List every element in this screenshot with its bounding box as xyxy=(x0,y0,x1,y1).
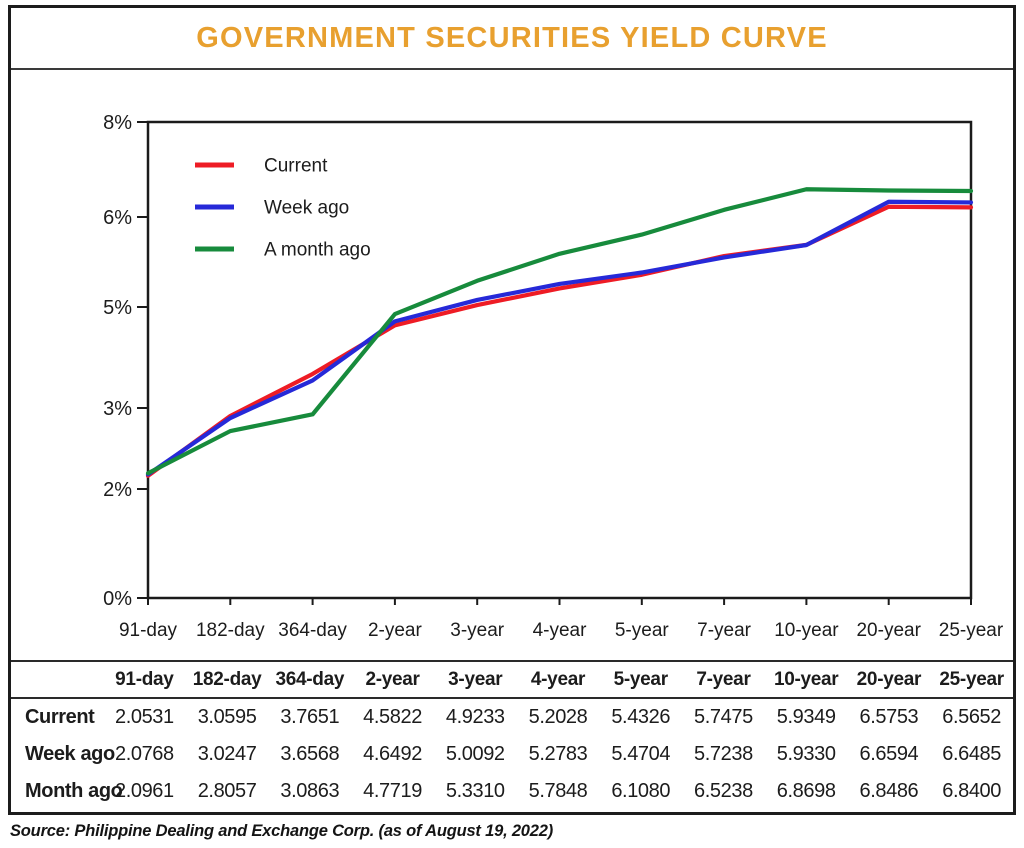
table-value: 5.7475 xyxy=(694,706,753,728)
table-value: 5.9349 xyxy=(776,706,836,728)
table-value: 3.6568 xyxy=(280,743,340,765)
table-value: 5.2783 xyxy=(528,743,588,765)
table-value: 5.9330 xyxy=(776,743,836,765)
table-value: 2.0768 xyxy=(114,743,174,765)
table-col-header: 10-year xyxy=(773,668,839,690)
table-header-row: 91-day 182-day 364-day 2-year 3-year 4-y… xyxy=(11,662,1013,699)
table-value: 5.0092 xyxy=(445,743,505,765)
x-axis-label: 91-day xyxy=(119,620,178,641)
table-col-header: 182-day xyxy=(192,668,262,690)
table-value: 6.6594 xyxy=(859,743,919,765)
series-line-week-ago xyxy=(145,199,974,477)
table-col-header: 364-day xyxy=(275,668,345,690)
row-label: Month ago xyxy=(25,780,123,802)
table-col-header: 5-year xyxy=(613,668,669,690)
table-col-header: 91-day xyxy=(115,668,174,690)
table-value: 5.2028 xyxy=(528,706,588,728)
table-value: 2.0961 xyxy=(114,780,174,802)
x-axis-label: 3-year xyxy=(450,620,505,641)
row-label: Current xyxy=(25,706,95,728)
source-note: Source: Philippine Dealing and Exchange … xyxy=(10,822,554,840)
table-corner-cell xyxy=(11,662,103,697)
table-row-current: Current 2.0531 3.0595 3.7651 4.5822 4.92… xyxy=(11,699,1013,736)
table-value: 6.6485 xyxy=(942,743,1002,765)
x-axis-label: 5-year xyxy=(615,620,670,641)
table-value: 6.5238 xyxy=(694,780,753,802)
x-axis-label: 7-year xyxy=(697,620,752,641)
table-value: 4.6492 xyxy=(363,743,422,765)
title-bar: GOVERNMENT SECURITIES YIELD CURVE xyxy=(11,8,1013,70)
table-value: 3.0863 xyxy=(280,780,340,802)
y-axis-label: 2% xyxy=(103,479,132,501)
table-value: 6.5652 xyxy=(942,706,1002,728)
table-col-header: 25-year xyxy=(939,668,1004,690)
table-row-month-ago: Month ago 2.0961 2.8057 3.0863 4.7719 5.… xyxy=(11,773,1013,810)
x-axis-label: 2-year xyxy=(368,620,423,641)
table-value: 5.4704 xyxy=(611,743,671,765)
row-label: Week ago xyxy=(25,743,115,765)
y-axis-label: 3% xyxy=(103,398,132,420)
table-value: 6.1080 xyxy=(611,780,671,802)
table-value: 6.8698 xyxy=(776,780,836,802)
table-value: 4.9233 xyxy=(445,706,505,728)
x-axis-label: 25-year xyxy=(939,620,1004,641)
table-row-week-ago: Week ago 2.0768 3.0247 3.6568 4.6492 5.0… xyxy=(11,736,1013,773)
y-axis-label: 0% xyxy=(103,588,132,610)
chart-canvas: 8% 6% 5% 3% 2% 0% 91-day 182-day 364-day 2-year 3-… xyxy=(103,112,1004,641)
table-value: 6.5753 xyxy=(859,706,919,728)
x-axis-label: 4-year xyxy=(533,620,588,641)
legend-label: A month ago xyxy=(264,240,371,261)
legend-label: Week ago xyxy=(264,198,349,219)
series-line-a-month-ago xyxy=(145,187,974,476)
table-col-header: 20-year xyxy=(856,668,922,690)
y-axis-label: 6% xyxy=(103,207,132,229)
y-axis-label: 8% xyxy=(103,112,132,134)
chart-title: GOVERNMENT SECURITIES YIELD CURVE xyxy=(196,21,828,54)
table-col-header: 2-year xyxy=(365,668,420,690)
table-value: 5.7848 xyxy=(528,780,588,802)
table-value: 6.8486 xyxy=(859,780,919,802)
table-col-header: 3-year xyxy=(448,668,503,690)
table-value: 3.0595 xyxy=(197,706,257,728)
x-axis-label: 10-year xyxy=(774,620,839,641)
figure-frame: GOVERNMENT SECURITIES YIELD CURVE 8% 6% 5%… xyxy=(8,5,1016,815)
table-value: 2.8057 xyxy=(197,780,257,802)
y-axis-label: 5% xyxy=(103,297,132,319)
table-value: 2.0531 xyxy=(114,706,174,728)
plot-frame xyxy=(146,120,973,600)
table-value: 3.0247 xyxy=(197,743,257,765)
table-value: 4.7719 xyxy=(363,780,422,802)
table-value: 5.7238 xyxy=(694,743,753,765)
table-col-header: 7-year xyxy=(696,668,751,690)
x-axis-label: 20-year xyxy=(856,620,921,641)
yield-curve-chart: 8% 6% 5% 3% 2% 0% 91-day 182-day 364-day 2-year 3-… xyxy=(11,70,1013,660)
table-value: 5.3310 xyxy=(445,780,505,802)
table-value: 6.8400 xyxy=(942,780,1002,802)
table-col-header: 4-year xyxy=(530,668,586,690)
x-axis-label: 182-day xyxy=(196,620,265,641)
legend-label: Current xyxy=(264,156,328,177)
table-value: 3.7651 xyxy=(280,706,340,728)
x-axis-label: 364-day xyxy=(278,620,347,641)
yield-table: 91-day 182-day 364-day 2-year 3-year 4-y… xyxy=(11,660,1013,812)
table-value: 4.5822 xyxy=(363,706,422,728)
table-value: 5.4326 xyxy=(611,706,671,728)
